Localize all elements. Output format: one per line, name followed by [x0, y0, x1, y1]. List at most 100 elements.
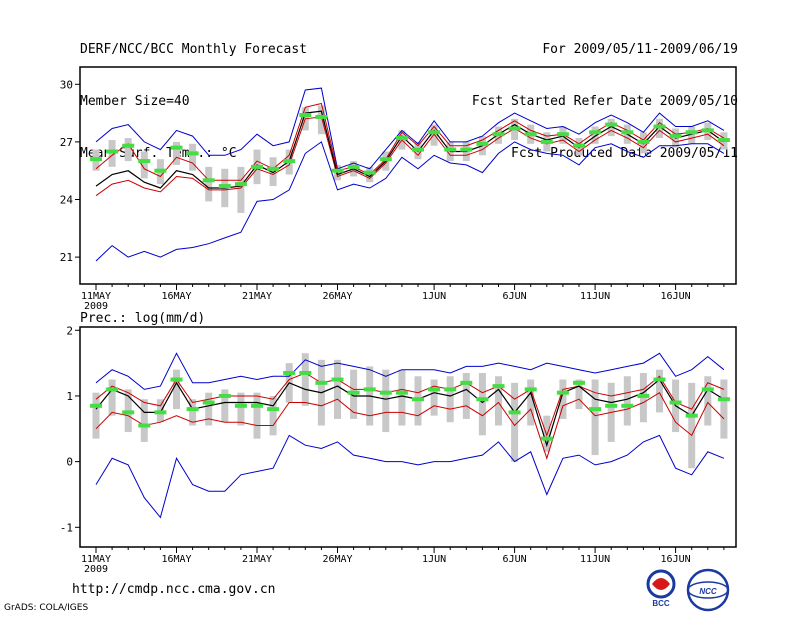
temp-median-marker: [347, 164, 360, 169]
temp-median-marker: [154, 168, 167, 173]
prec-median-marker: [202, 400, 215, 405]
prec-year-label: 2009: [84, 564, 108, 575]
temp-plot-frame: [79, 66, 737, 285]
prec-median-marker: [573, 380, 585, 385]
prec-median-marker: [460, 380, 473, 385]
prec-box-bar: [108, 379, 116, 416]
temp-median-marker: [170, 145, 183, 150]
forecast-period: For 2009/05/11-2009/06/19: [542, 42, 738, 57]
temp-box-bar: [317, 105, 325, 135]
prec-median-marker: [347, 390, 360, 395]
prec-box-bar: [720, 379, 728, 439]
temp-box-bar: [237, 166, 245, 213]
prec-median-marker: [154, 410, 167, 415]
prec-median-marker: [412, 397, 424, 402]
temp-box-bar: [124, 138, 132, 162]
prec-median-marker: [186, 407, 199, 412]
temp-median-marker: [556, 132, 569, 137]
prec-median-marker: [621, 403, 634, 408]
ncc-logo-text: NCC: [699, 587, 717, 596]
prec-box-bar: [189, 399, 197, 426]
temp-median-marker: [444, 147, 457, 152]
prec-y-tick-label: 0: [66, 456, 73, 469]
prec-y-tick-label: 1: [66, 390, 73, 403]
prec-panel-title: Prec.: log(mm/d): [80, 311, 205, 326]
prec-box-bar: [527, 379, 535, 426]
prec-plot-frame: [79, 326, 737, 548]
prec-lower-line: [95, 392, 725, 460]
prec-box-bar: [92, 392, 100, 439]
temp-median-marker: [122, 143, 135, 148]
temp-box-bar: [430, 124, 438, 146]
prec-box-bar: [173, 369, 180, 410]
prec-x-tick-label: 11JUN: [580, 554, 610, 565]
prec-x-tick-label: 6JUN: [503, 554, 527, 565]
temp-median-marker: [138, 159, 151, 164]
prec-box-bar: [462, 372, 470, 419]
temp-median-marker: [589, 130, 602, 135]
prec-median-marker: [524, 387, 537, 392]
temp-x-tick-label: 1JUN: [422, 291, 446, 302]
prec-median-marker: [605, 403, 618, 408]
prec-min-line: [95, 434, 725, 519]
temp-median-marker: [251, 164, 263, 169]
prec-box-bar: [478, 372, 486, 436]
prec-box-bar: [575, 379, 583, 410]
temp-max-line: [95, 87, 725, 170]
prec-median-marker: [669, 400, 682, 405]
prec-box-bar: [623, 376, 631, 426]
temp-median-marker: [605, 122, 618, 127]
temp-median-marker: [283, 159, 296, 164]
temp-upper-line: [95, 102, 725, 181]
prec-median-marker: [234, 403, 247, 408]
temp-median-marker: [573, 143, 585, 148]
temp-x-tick-label: 11MAY: [81, 291, 111, 302]
prec-box-bar: [591, 379, 599, 456]
source-url[interactable]: http://cmdp.ncc.cma.gov.cn: [72, 582, 276, 597]
bcc-logo-text: BCC: [652, 599, 670, 608]
prec-box-bar: [301, 353, 309, 406]
temp-box-bar: [173, 141, 180, 165]
prec-box-bar: [559, 379, 567, 419]
temp-min-line: [95, 141, 725, 262]
prec-median-marker: [476, 397, 489, 402]
prec-median-marker: [428, 387, 441, 392]
temp-median-marker: [363, 170, 376, 175]
prec-median-marker: [589, 407, 602, 412]
prec-box-bar: [140, 399, 148, 442]
temp-box-bar: [140, 151, 148, 179]
temp-median-marker: [492, 132, 505, 137]
prec-median-marker: [653, 377, 666, 382]
temp-median-marker: [106, 149, 119, 154]
temp-median-marker: [701, 128, 714, 133]
prec-median-marker: [444, 387, 457, 392]
temp-median-marker: [267, 166, 280, 171]
temp-median-marker: [412, 147, 424, 152]
prec-median-marker: [267, 407, 280, 412]
prec-box-bar: [656, 369, 663, 413]
temp-lower-line: [95, 116, 725, 197]
prec-median-marker: [138, 423, 151, 428]
prec-box-bar: [430, 379, 438, 416]
prec-box-bar: [253, 392, 261, 439]
prec-box-bar: [237, 392, 245, 426]
temp-median-marker: [540, 139, 553, 144]
temp-median-marker: [395, 136, 408, 141]
prec-box-bar: [398, 369, 406, 426]
prec-box-bar: [382, 369, 390, 433]
prec-box-bar: [511, 382, 519, 462]
temp-median-marker: [637, 139, 650, 144]
temp-median-marker: [621, 130, 634, 135]
temp-median-marker: [234, 182, 247, 187]
temp-box-bar: [607, 118, 615, 137]
temp-median-marker: [717, 137, 730, 142]
prec-max-line: [95, 352, 725, 390]
temp-box-bar: [189, 143, 197, 171]
temp-box-bar: [591, 126, 599, 144]
ncc-logo-orbit: [687, 581, 729, 599]
temp-y-tick-label: 27: [60, 136, 73, 149]
temp-y-tick-label: 24: [60, 194, 74, 207]
temp-median-marker: [315, 114, 328, 119]
bcc-logo: BCC: [646, 569, 676, 608]
